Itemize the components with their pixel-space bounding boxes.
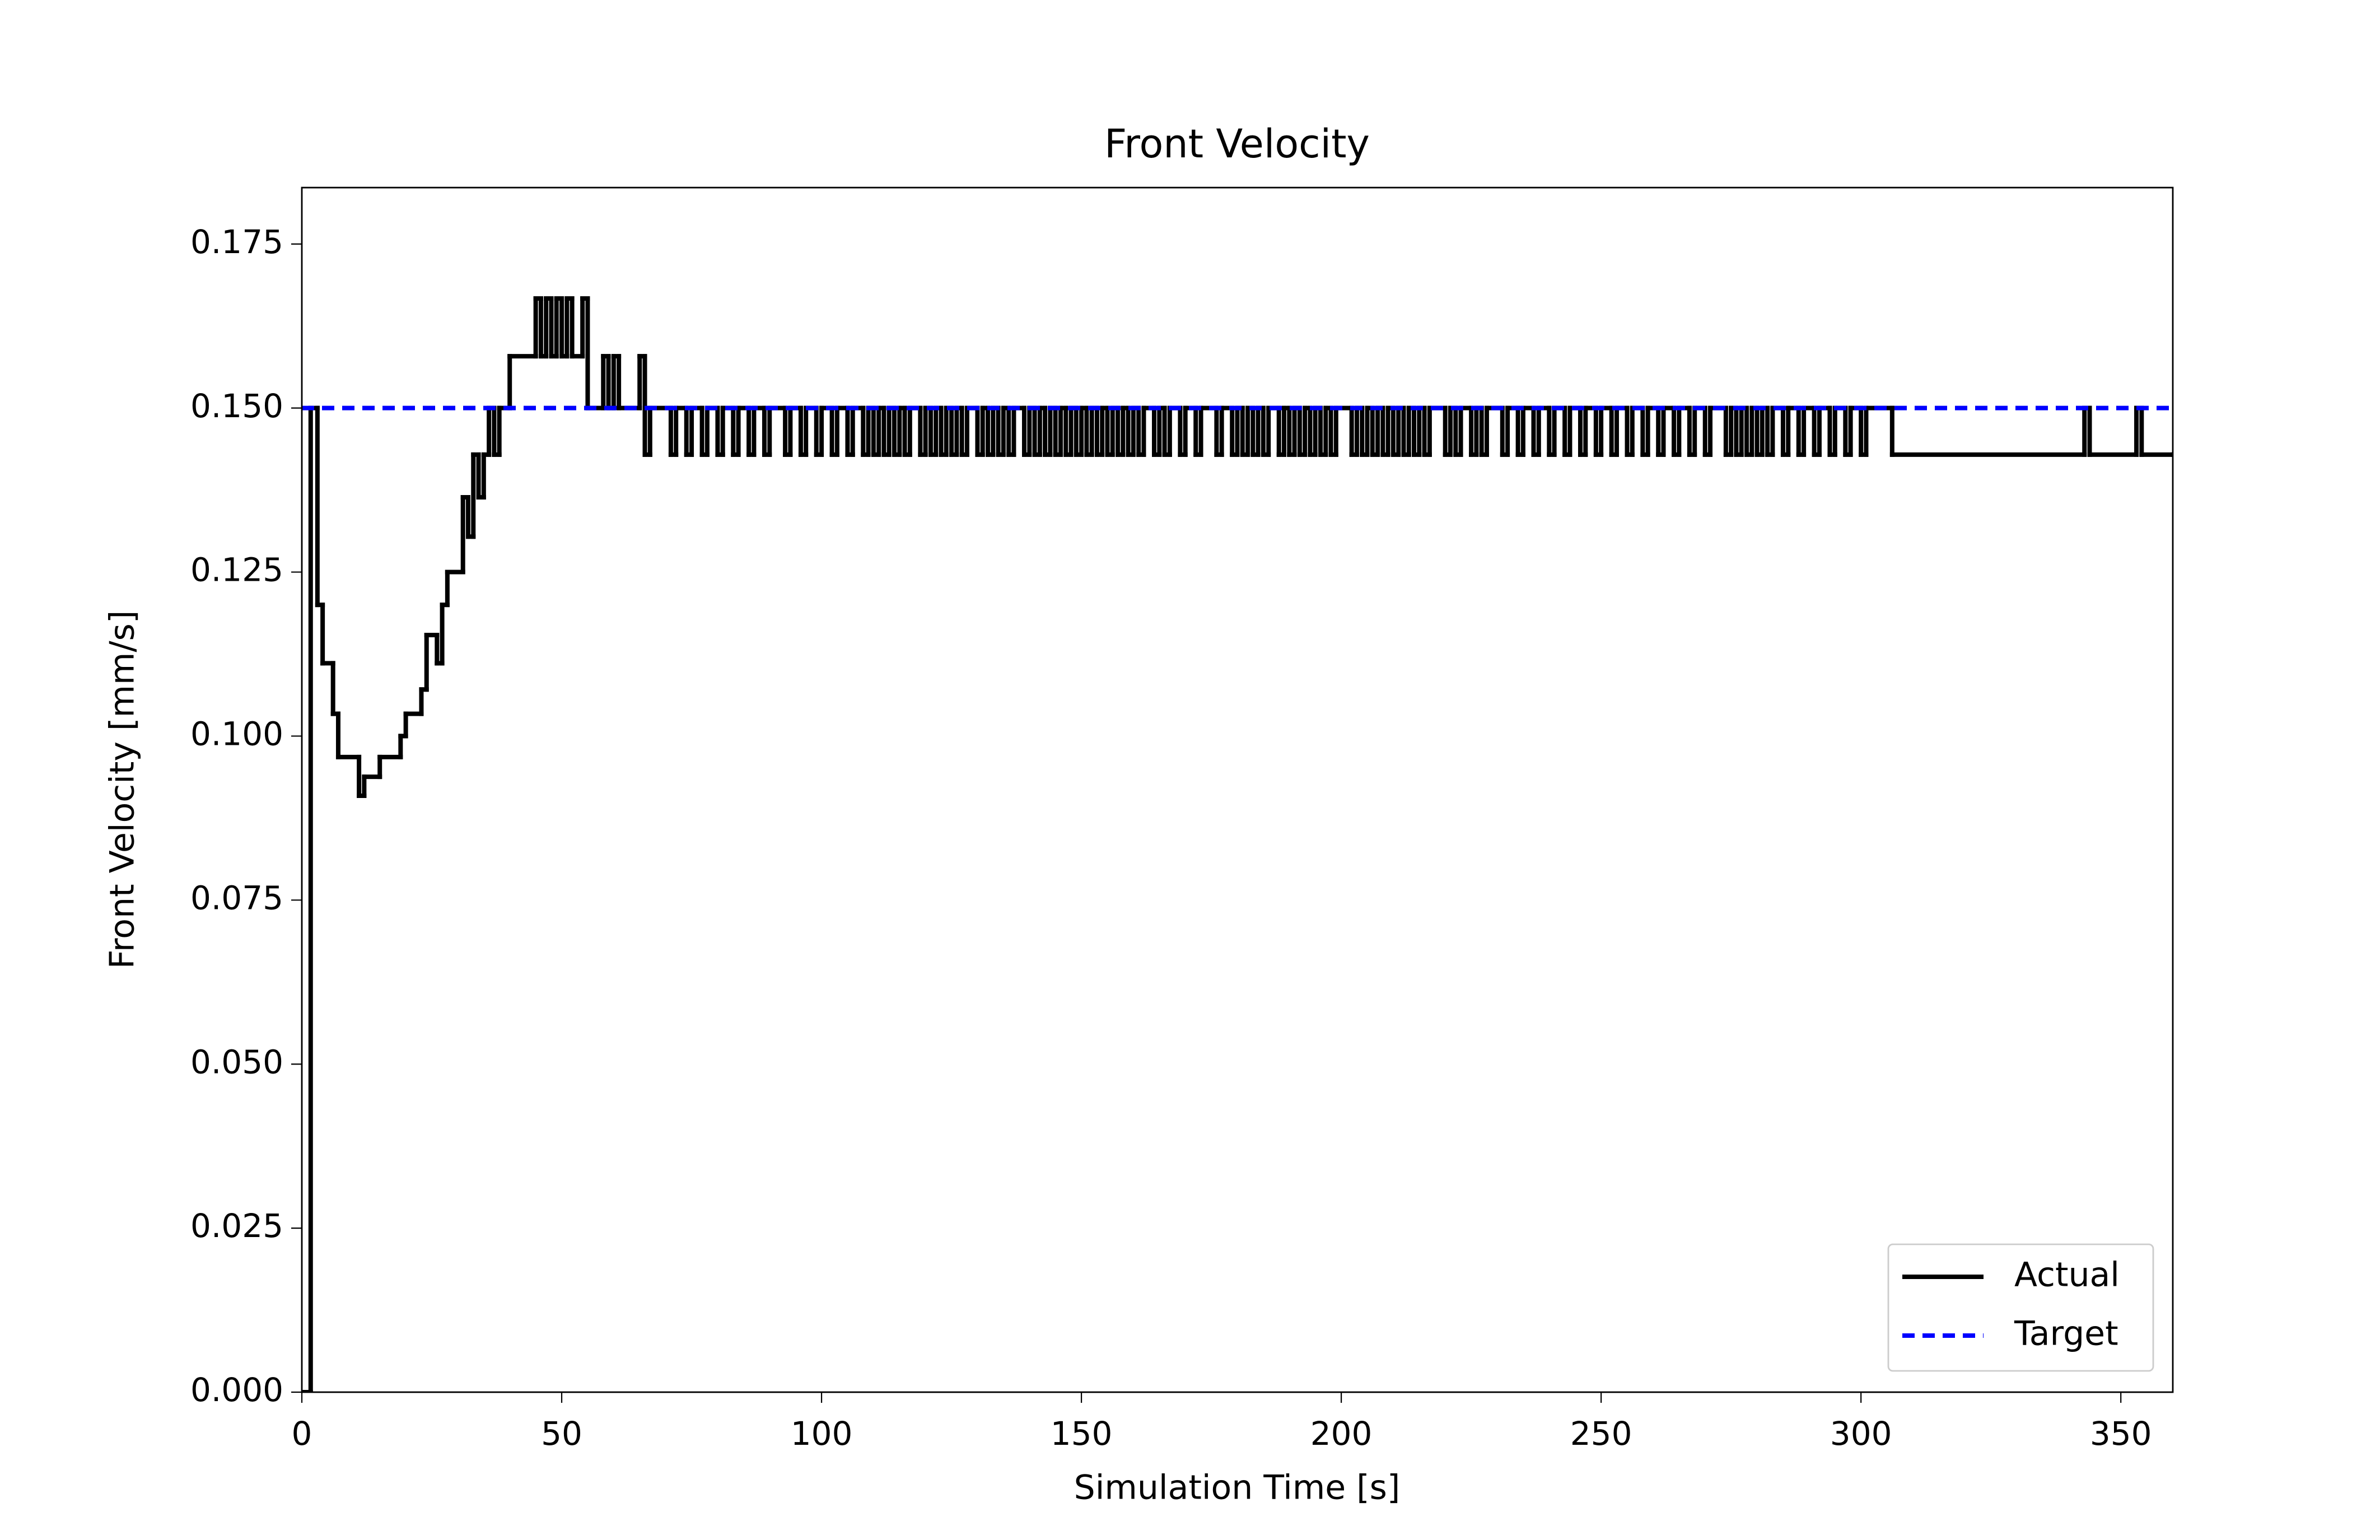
y-tick-label: 0.175: [190, 223, 283, 261]
y-tick-label: 0.125: [190, 551, 283, 589]
legend: Actual Target: [1887, 1243, 2154, 1372]
plot-frame: [301, 186, 2174, 1393]
y-axis-label: Front Velocity [mm/s]: [103, 610, 142, 969]
plot-area: [302, 296, 2173, 1392]
legend-label: Actual: [2014, 1256, 2120, 1295]
x-tick-label: 250: [1570, 1415, 1632, 1453]
y-tick-label: 0.075: [190, 879, 283, 917]
x-tick-label: 150: [1051, 1415, 1113, 1453]
y-tick-label: 0.150: [190, 387, 283, 425]
x-tick-label: 100: [791, 1415, 853, 1453]
x-tick-label: 350: [2090, 1415, 2152, 1453]
legend-label: Target: [2014, 1314, 2118, 1354]
x-tick-label: 300: [1830, 1415, 1892, 1453]
y-tick-label: 0.025: [190, 1207, 283, 1245]
x-tick-label: 200: [1310, 1415, 1373, 1453]
x-axis-label: Simulation Time [s]: [1074, 1468, 1401, 1508]
y-tick-label: 0.000: [190, 1371, 283, 1409]
x-tick-label: 0: [292, 1415, 312, 1453]
y-tick-label: 0.050: [190, 1043, 283, 1081]
y-tick-label: 0.100: [190, 715, 283, 753]
x-tick-label: 50: [541, 1415, 582, 1453]
chart-title: Front Velocity: [1104, 121, 1370, 167]
